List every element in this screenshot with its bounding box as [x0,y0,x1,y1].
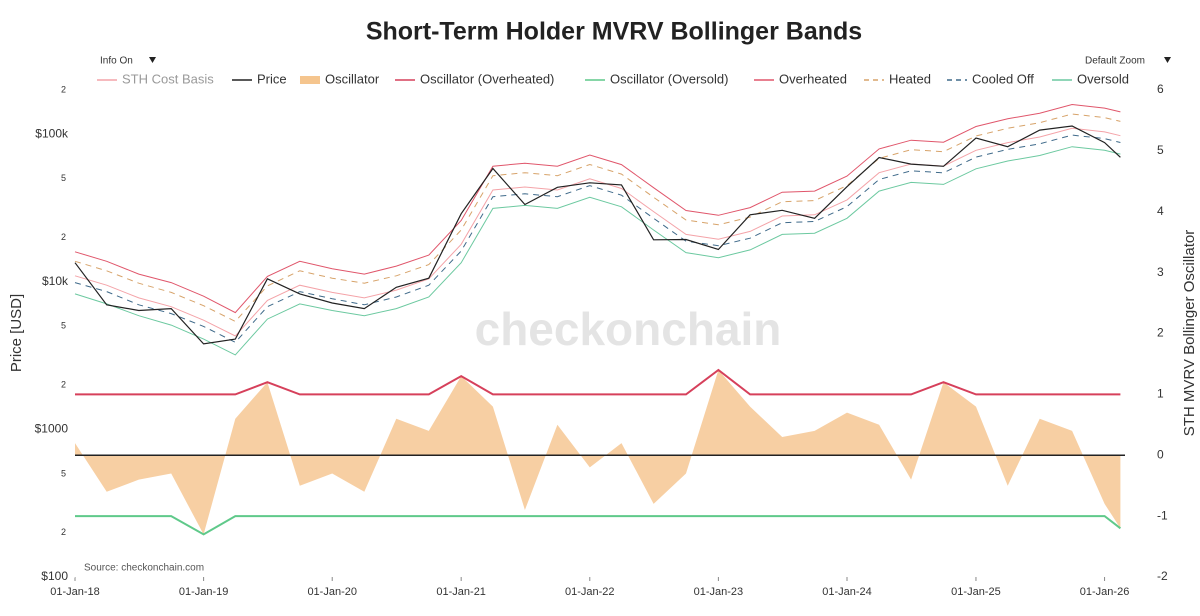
y-tick-label: 2 [61,527,66,537]
y-axis-title: Price [USD] [8,294,25,372]
series-line [74,146,1121,356]
y2-tick-label: 4 [1157,204,1164,218]
legend-label: Heated [889,71,931,86]
legend-label: Oversold [1077,71,1129,86]
watermark: checkonchain [475,303,782,355]
legend-label: STH Cost Basis [122,71,214,86]
y2-tick-label: -1 [1157,508,1168,522]
y-tick-label: $10k [42,274,69,288]
x-tick-label: 01-Jan-21 [436,586,486,598]
info-toggle[interactable]: Info On [100,56,133,67]
y-tick-label: 2 [61,84,66,94]
legend-label: Price [257,71,287,86]
series-line [74,134,1121,343]
x-tick-label: 01-Jan-23 [694,586,744,598]
y-tick-label: 5 [61,468,66,478]
series-line [75,368,1121,396]
oscillator-area [75,370,1121,535]
y-tick-label: 5 [61,173,66,183]
x-tick-label: 01-Jan-24 [822,586,872,598]
series-line [74,125,1121,345]
legend-label: Cooled Off [972,71,1034,86]
y-tick-label: $100 [41,569,68,583]
y2-tick-label: 2 [1157,326,1164,340]
y2-tick-label: 6 [1157,82,1164,96]
x-tick-label: 01-Jan-19 [179,586,229,598]
y2-tick-label: 0 [1157,447,1164,461]
y-tick-label: $1000 [35,422,69,436]
y-tick-label: 5 [61,321,66,331]
legend-swatch [300,76,320,84]
y2-tick-label: 1 [1157,387,1164,401]
legend-label: Oscillator [325,71,380,86]
x-tick-label: 01-Jan-20 [307,586,357,598]
y2-tick-label: 5 [1157,143,1164,157]
series-line [74,103,1121,314]
y2-axis-title: STH MVRV Bollinger Oscillator [1181,230,1198,436]
x-tick-label: 01-Jan-18 [50,586,100,598]
chart-title: Short-Term Holder MVRV Bollinger Bands [366,18,862,46]
y-tick-label: $100k [35,127,69,141]
info-arrow[interactable] [149,57,156,63]
legend-label: Oscillator (Overheated) [420,71,554,86]
y-tick-label: 2 [61,379,66,389]
zoom-toggle[interactable]: Default Zoom [1085,56,1145,67]
series-line [75,515,1122,536]
y-tick-label: 2 [61,232,66,242]
x-tick-label: 01-Jan-26 [1080,586,1130,598]
x-tick-label: 01-Jan-25 [951,586,1001,598]
series-line [74,113,1121,323]
source: Source: checkonchain.com [84,563,204,574]
x-tick-label: 01-Jan-22 [565,586,615,598]
y2-tick-label: 3 [1157,265,1164,279]
legend-label: Oscillator (Oversold) [610,71,728,86]
y2-tick-label: -2 [1157,569,1168,583]
legend-label: Overheated [779,71,847,86]
zoom-arrow[interactable] [1164,57,1171,63]
